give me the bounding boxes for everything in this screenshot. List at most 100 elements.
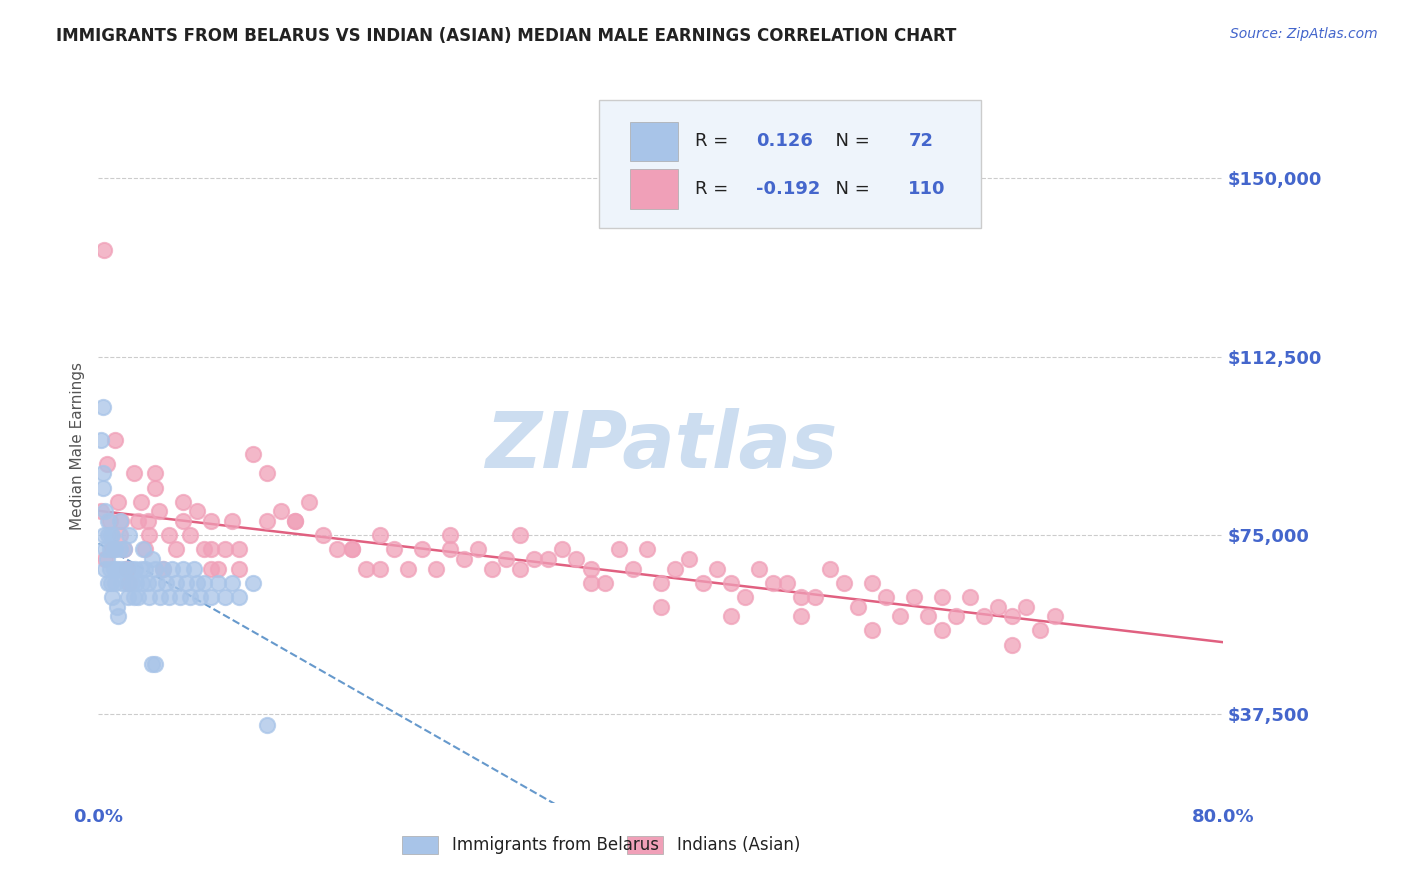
Point: [91, 481, 114, 495]
Point: [903, 590, 925, 604]
Point: [97, 514, 120, 528]
Point: [91, 467, 114, 481]
Point: [200, 542, 222, 557]
Point: [1001, 609, 1024, 624]
Point: [155, 575, 177, 590]
Point: [242, 575, 264, 590]
Point: [565, 552, 588, 566]
Point: [509, 561, 531, 575]
Point: [790, 609, 813, 624]
Point: [143, 561, 166, 575]
Point: [112, 542, 135, 557]
Point: [122, 467, 145, 481]
Point: [129, 495, 152, 509]
Point: [111, 575, 134, 590]
Point: [200, 514, 222, 528]
Text: Indians (Asian): Indians (Asian): [676, 837, 800, 855]
Point: [368, 561, 391, 575]
Bar: [630, 121, 678, 161]
Point: [121, 575, 143, 590]
Point: [107, 609, 129, 624]
Point: [818, 561, 841, 575]
Point: [186, 575, 208, 590]
Point: [790, 590, 813, 604]
Point: [110, 561, 132, 575]
Point: [467, 542, 489, 557]
Point: [143, 467, 166, 481]
Point: [748, 561, 770, 575]
Point: [228, 590, 250, 604]
Point: [481, 561, 503, 575]
Point: [143, 657, 166, 671]
Point: [183, 561, 205, 575]
Point: [509, 528, 531, 542]
Point: [270, 504, 292, 518]
Point: [105, 599, 128, 614]
Point: [104, 575, 127, 590]
Point: [200, 561, 222, 575]
Point: [105, 561, 128, 575]
Point: [340, 542, 363, 557]
Point: [354, 561, 377, 575]
Point: [94, 561, 117, 575]
Point: [141, 657, 163, 671]
Point: [228, 542, 250, 557]
Point: [221, 575, 243, 590]
Point: [650, 575, 672, 590]
Point: [120, 561, 142, 575]
Point: [165, 575, 187, 590]
Bar: [630, 169, 678, 209]
Point: [776, 575, 799, 590]
Point: [103, 542, 125, 557]
Point: [832, 575, 855, 590]
Y-axis label: Median Male Earnings: Median Male Earnings: [69, 362, 84, 530]
Point: [101, 542, 124, 557]
Point: [115, 561, 138, 575]
Point: [118, 575, 141, 590]
Point: [108, 528, 131, 542]
Point: [593, 575, 616, 590]
Point: [1015, 599, 1038, 614]
Point: [134, 542, 156, 557]
Point: [537, 552, 560, 566]
Point: [396, 561, 419, 575]
Text: R =: R =: [695, 180, 734, 198]
Point: [104, 542, 127, 557]
Point: [148, 504, 170, 518]
Point: [114, 561, 136, 575]
Point: [298, 495, 321, 509]
Point: [138, 590, 160, 604]
Point: [734, 590, 756, 604]
Point: [214, 542, 236, 557]
Point: [193, 542, 215, 557]
Point: [875, 590, 897, 604]
Point: [115, 561, 138, 575]
Point: [96, 552, 118, 566]
Point: [193, 575, 215, 590]
Point: [138, 528, 160, 542]
Point: [256, 467, 278, 481]
Point: [495, 552, 517, 566]
Point: [221, 514, 243, 528]
Point: [179, 590, 201, 604]
Text: -0.192: -0.192: [756, 180, 821, 198]
Point: [945, 609, 967, 624]
Point: [664, 561, 686, 575]
Point: [160, 561, 183, 575]
Point: [179, 528, 201, 542]
Point: [100, 528, 122, 542]
Point: [1001, 638, 1024, 652]
Point: [284, 514, 307, 528]
Point: [141, 552, 163, 566]
Text: Source: ZipAtlas.com: Source: ZipAtlas.com: [1230, 27, 1378, 41]
Text: 72: 72: [908, 132, 934, 150]
Point: [131, 575, 153, 590]
Point: [157, 590, 180, 604]
Point: [1029, 624, 1052, 638]
Bar: [627, 837, 664, 855]
Point: [103, 561, 125, 575]
Point: [678, 552, 700, 566]
Point: [107, 495, 129, 509]
Point: [636, 542, 658, 557]
Point: [860, 575, 883, 590]
